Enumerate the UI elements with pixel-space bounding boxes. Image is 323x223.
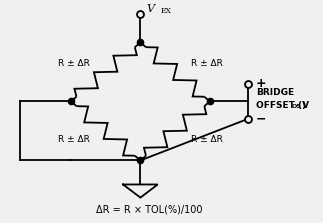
Text: −: − <box>256 112 266 125</box>
Text: EX: EX <box>161 7 172 15</box>
Text: R ± ΔR: R ± ΔR <box>191 59 223 68</box>
Text: +: + <box>256 77 266 91</box>
Text: V: V <box>147 4 155 14</box>
Text: R ± ΔR: R ± ΔR <box>191 135 223 144</box>
Text: OS: OS <box>292 104 302 109</box>
Text: R ± ΔR: R ± ΔR <box>58 59 90 68</box>
Text: OFFSET (V: OFFSET (V <box>256 101 309 110</box>
Text: R ± ΔR: R ± ΔR <box>58 135 90 144</box>
Text: ΔR = R × TOL(%)/100: ΔR = R × TOL(%)/100 <box>96 204 203 215</box>
Text: BRIDGE: BRIDGE <box>256 88 294 97</box>
Text: ): ) <box>301 101 305 110</box>
